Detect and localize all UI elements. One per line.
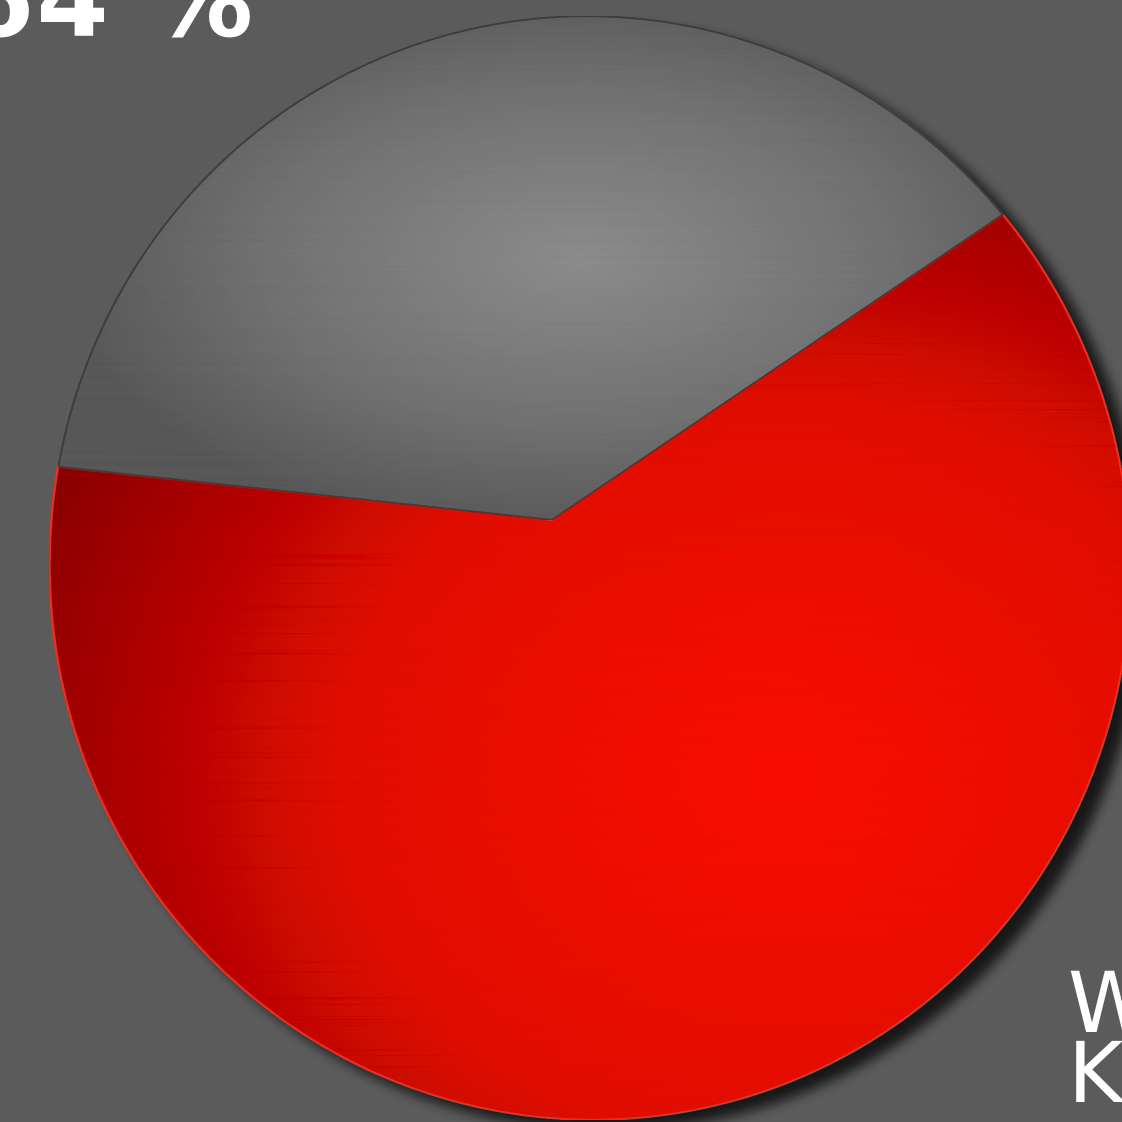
percent-label: 64 % <box>0 0 256 61</box>
legend-item: K <box>1068 1024 1122 1122</box>
pie-slice-red <box>48 213 1122 1121</box>
legend: W K <box>1068 954 1122 1122</box>
pie-slices <box>48 15 1122 1121</box>
legend-item: W <box>1068 954 1122 1052</box>
pie-slice-grey <box>57 15 1005 522</box>
